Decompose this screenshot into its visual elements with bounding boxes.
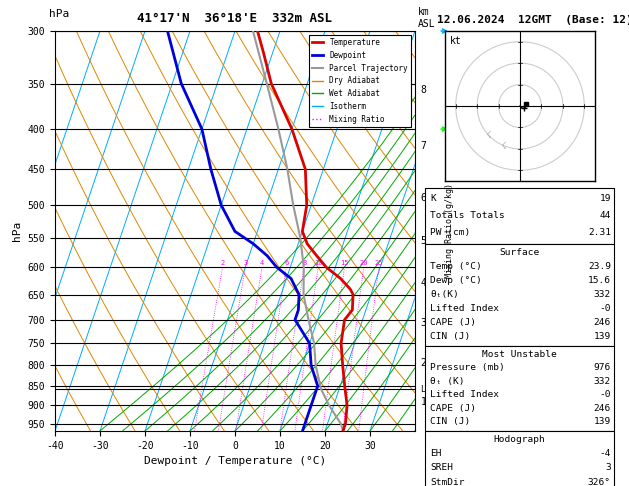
Text: 6: 6 (284, 260, 289, 265)
Text: θₜ (K): θₜ (K) (430, 377, 465, 385)
Text: 5: 5 (420, 236, 426, 246)
Text: Dewp (°C): Dewp (°C) (430, 276, 482, 285)
Text: EH: EH (430, 449, 442, 458)
Text: 23.9: 23.9 (588, 262, 611, 271)
Text: Mixing Ratio (g/kg): Mixing Ratio (g/kg) (445, 184, 454, 278)
Text: kt: kt (450, 35, 461, 46)
Text: 2.31: 2.31 (588, 227, 611, 237)
Text: Hodograph: Hodograph (494, 435, 545, 444)
Text: -0: -0 (599, 390, 611, 399)
Y-axis label: hPa: hPa (12, 221, 22, 241)
Text: 2: 2 (420, 358, 426, 368)
Text: Lifted Index: Lifted Index (430, 304, 499, 312)
Text: 19: 19 (599, 193, 611, 203)
Text: 20: 20 (360, 260, 368, 265)
Text: Pressure (mb): Pressure (mb) (430, 363, 505, 372)
Text: 246: 246 (594, 318, 611, 327)
Text: Lifted Index: Lifted Index (430, 390, 499, 399)
Text: CIN (J): CIN (J) (430, 417, 470, 426)
Text: 25: 25 (375, 260, 383, 265)
Text: 246: 246 (594, 403, 611, 413)
Text: 139: 139 (594, 417, 611, 426)
Text: 4: 4 (260, 260, 264, 265)
Text: -0: -0 (599, 304, 611, 312)
Text: 1: 1 (420, 397, 426, 407)
Text: θₜ(K): θₜ(K) (430, 290, 459, 299)
Text: 8: 8 (302, 260, 306, 265)
Text: 3: 3 (605, 464, 611, 472)
Legend: Temperature, Dewpoint, Parcel Trajectory, Dry Adiabat, Wet Adiabat, Isotherm, Mi: Temperature, Dewpoint, Parcel Trajectory… (309, 35, 411, 127)
Text: -4: -4 (599, 449, 611, 458)
Text: Surface: Surface (499, 248, 540, 257)
Text: PW (cm): PW (cm) (430, 227, 470, 237)
Text: 12.06.2024  12GMT  (Base: 12): 12.06.2024 12GMT (Base: 12) (437, 15, 629, 25)
Text: StmDir: StmDir (430, 478, 465, 486)
Text: 976: 976 (594, 363, 611, 372)
Text: Temp (°C): Temp (°C) (430, 262, 482, 271)
Text: 15.6: 15.6 (588, 276, 611, 285)
Text: 44: 44 (599, 210, 611, 220)
Text: ☇: ☇ (500, 141, 506, 151)
Text: CAPE (J): CAPE (J) (430, 403, 476, 413)
Text: 41°17'N  36°18'E  332m ASL: 41°17'N 36°18'E 332m ASL (138, 12, 333, 25)
Text: ☇: ☇ (485, 130, 491, 140)
Text: CIN (J): CIN (J) (430, 331, 470, 341)
Text: 332: 332 (594, 290, 611, 299)
Text: 139: 139 (594, 331, 611, 341)
Text: 10: 10 (314, 260, 323, 265)
X-axis label: Dewpoint / Temperature (°C): Dewpoint / Temperature (°C) (144, 456, 326, 466)
Text: 6: 6 (420, 193, 426, 203)
Text: km
ASL: km ASL (418, 7, 436, 29)
Text: 326°: 326° (588, 478, 611, 486)
Text: 4: 4 (420, 278, 426, 288)
Text: Most Unstable: Most Unstable (482, 349, 557, 359)
Text: 2: 2 (221, 260, 225, 265)
Text: Totals Totals: Totals Totals (430, 210, 505, 220)
Text: LCL: LCL (420, 385, 435, 394)
Text: SREH: SREH (430, 464, 453, 472)
Text: 7: 7 (420, 140, 426, 151)
Text: 15: 15 (340, 260, 349, 265)
Text: hPa: hPa (48, 9, 69, 19)
Text: 3: 3 (420, 318, 426, 328)
Text: 332: 332 (594, 377, 611, 385)
Text: K: K (430, 193, 436, 203)
Text: 8: 8 (420, 86, 426, 95)
Text: 3: 3 (243, 260, 248, 265)
Text: CAPE (J): CAPE (J) (430, 318, 476, 327)
